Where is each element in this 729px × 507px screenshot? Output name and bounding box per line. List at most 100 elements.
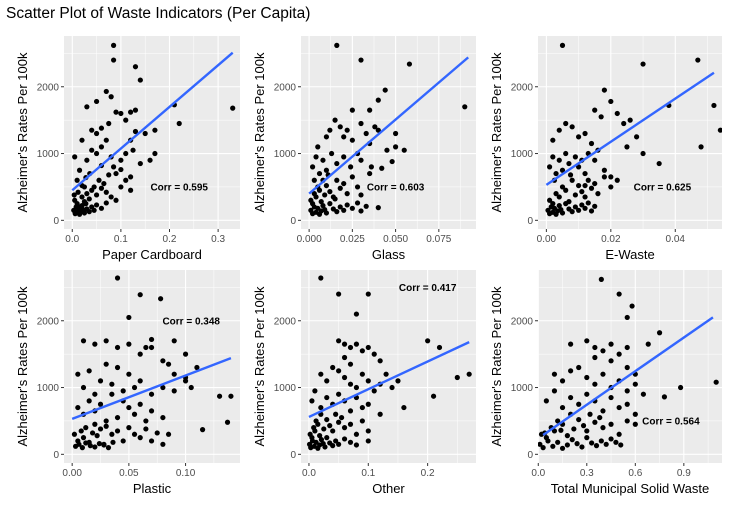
data-point (329, 150, 335, 157)
data-point (634, 134, 640, 140)
data-point (624, 418, 630, 424)
data-point (344, 191, 350, 197)
data-point (358, 120, 364, 127)
x-axis-label: E-Waste (605, 247, 654, 262)
y-tick-label: 0 (527, 216, 533, 227)
data-point (569, 177, 575, 183)
data-point (598, 276, 604, 282)
data-point (341, 134, 347, 140)
data-point (75, 189, 81, 195)
data-point (401, 404, 407, 411)
x-tick-label: 0.9 (677, 468, 691, 479)
data-point (109, 391, 115, 397)
data-point (603, 441, 609, 447)
data-point (160, 384, 166, 391)
data-point (71, 431, 78, 437)
data-point (103, 189, 109, 195)
data-point (87, 443, 93, 449)
panel-background (538, 36, 722, 229)
data-point (137, 77, 143, 83)
data-point (101, 442, 107, 448)
data-point (584, 338, 590, 344)
data-point (224, 419, 231, 425)
data-point (103, 137, 109, 143)
x-tick-label: 0.3 (580, 468, 594, 479)
data-point (148, 438, 155, 444)
data-point (131, 384, 138, 391)
data-point (588, 185, 595, 191)
data-point (358, 208, 364, 214)
data-point (368, 164, 374, 170)
data-point (584, 374, 590, 381)
data-point (182, 351, 189, 357)
data-point (564, 442, 570, 448)
data-point (318, 199, 324, 205)
data-point (347, 421, 354, 427)
data-point (661, 394, 668, 400)
data-point (91, 207, 97, 213)
data-point (347, 381, 354, 387)
data-point (97, 401, 104, 407)
data-point (576, 134, 582, 140)
data-point (563, 120, 569, 127)
data-point (359, 418, 365, 424)
y-tick-label: 1000 (274, 149, 297, 160)
data-point (309, 164, 316, 170)
data-point (103, 423, 109, 429)
y-axis-label: Alzheimer's Rates Per 100k (489, 52, 504, 212)
x-tick-label: 0.0 (302, 468, 316, 479)
data-point (550, 443, 556, 449)
data-point (92, 391, 98, 397)
data-point (567, 172, 574, 178)
data-point (592, 180, 598, 187)
data-point (75, 371, 81, 377)
data-point (371, 351, 377, 357)
correlation-label: Corr = 0.348 (162, 316, 220, 327)
data-point (576, 416, 582, 423)
data-point (640, 61, 646, 67)
data-point (93, 130, 100, 137)
data-point (592, 354, 598, 361)
data-point (118, 184, 124, 190)
data-point (354, 184, 361, 190)
data-point (336, 338, 342, 344)
data-point (582, 182, 588, 189)
regression-line (542, 316, 714, 436)
data-point (600, 425, 606, 431)
data-point (323, 167, 330, 173)
data-point (543, 398, 549, 404)
data-point (327, 423, 333, 429)
data-point (131, 431, 138, 437)
data-point (86, 398, 92, 404)
data-point (592, 107, 598, 113)
data-point (563, 187, 569, 193)
data-point (86, 196, 92, 202)
x-tick-label: 0.6 (628, 468, 642, 479)
data-point (120, 388, 126, 394)
data-point (131, 411, 138, 417)
data-point (160, 358, 166, 364)
data-point (103, 418, 109, 424)
data-point (384, 147, 390, 153)
data-point (216, 393, 223, 399)
data-point (108, 194, 114, 200)
data-point (571, 426, 577, 432)
data-point (563, 201, 569, 207)
data-point (143, 418, 149, 424)
data-point (349, 137, 355, 143)
y-axis-label: Alzheimer's Rates Per 100k (15, 286, 30, 446)
data-point (337, 124, 343, 130)
data-point (334, 177, 340, 183)
data-point (336, 419, 342, 425)
data-point (614, 110, 620, 117)
data-point (337, 185, 343, 191)
x-tick-label: 0.1 (361, 468, 375, 479)
data-point (363, 203, 369, 209)
data-point (83, 425, 89, 431)
data-point (600, 348, 606, 354)
data-point (621, 120, 627, 127)
data-point (359, 348, 365, 354)
data-point (312, 388, 318, 394)
correlation-label: Corr = 0.417 (399, 283, 457, 294)
